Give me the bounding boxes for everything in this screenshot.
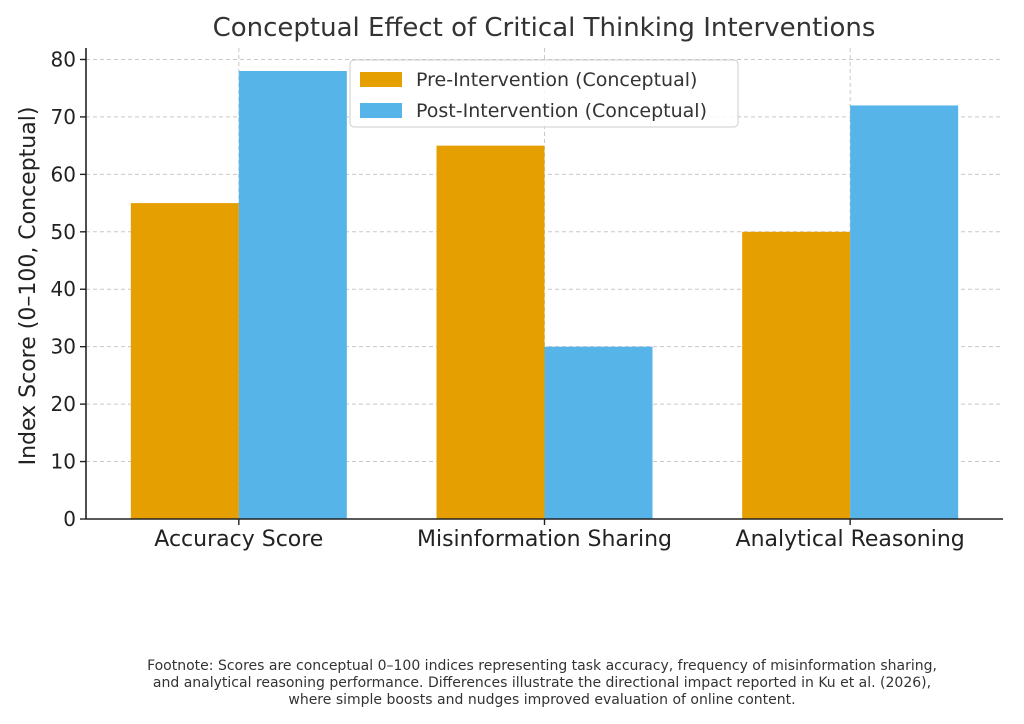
y-tick-label: 80 <box>51 47 76 71</box>
bar-post-misinformation-sharing <box>544 346 653 519</box>
y-tick-label: 60 <box>51 162 76 186</box>
legend-swatch <box>360 103 402 118</box>
legend-swatch <box>360 72 402 87</box>
bar-post-accuracy-score <box>238 70 347 519</box>
chart-title: Conceptual Effect of Critical Thinking I… <box>213 13 876 43</box>
y-tick-label: 40 <box>51 277 76 301</box>
legend-label: Post-Intervention (Conceptual) <box>416 100 707 122</box>
y-tick-label: 20 <box>51 392 76 416</box>
y-axis-label: Index Score (0–100, Conceptual) <box>16 107 41 466</box>
legend: Pre-Intervention (Conceptual) Post-Interv… <box>349 59 739 128</box>
bar-pre-accuracy-score <box>130 203 239 519</box>
y-tick-label: 0 <box>63 507 76 531</box>
y-tick-label: 30 <box>51 335 76 359</box>
footnote-line: Footnote: Scores are conceptual 0–100 in… <box>147 658 937 674</box>
footnote-line: and analytical reasoning performance. Di… <box>152 675 932 691</box>
legend-label: Pre-Intervention (Conceptual) <box>416 69 697 91</box>
bar-pre-analytical-reasoning <box>742 231 851 519</box>
bar-chart: Conceptual Effect of Critical Thinking I… <box>16 13 1003 552</box>
x-tick-label: Misinformation Sharing <box>417 527 672 552</box>
x-tick-label: Analytical Reasoning <box>736 527 965 552</box>
axes: 0 10 20 30 40 50 60 70 80 Accuracy Score Misinform… <box>51 47 1003 552</box>
footnote-line: where simple boosts and nudges improved … <box>288 692 796 708</box>
x-tick-label: Accuracy Score <box>154 527 323 552</box>
y-tick-label: 10 <box>51 450 76 474</box>
bar-post-analytical-reasoning <box>850 105 959 519</box>
bars <box>130 70 959 519</box>
y-tick-label: 50 <box>51 220 76 244</box>
footnote: Footnote: Scores are conceptual 0–100 in… <box>40 658 1024 709</box>
bar-pre-misinformation-sharing <box>436 145 545 519</box>
y-tick-label: 70 <box>51 105 76 129</box>
legend-box <box>349 59 739 128</box>
